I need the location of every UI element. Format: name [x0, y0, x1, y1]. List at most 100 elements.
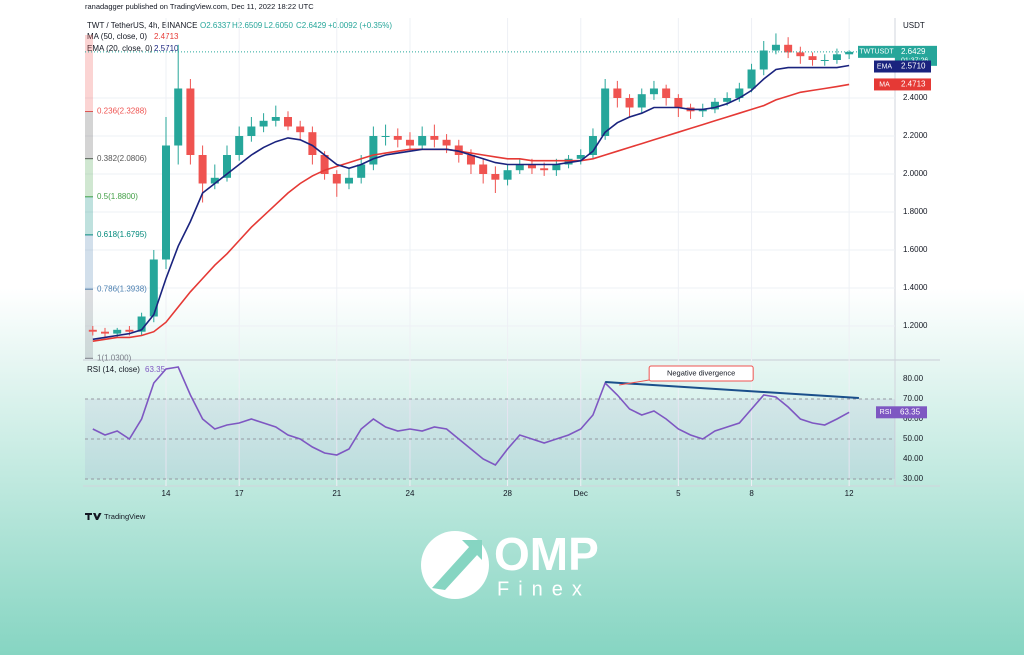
fib-band [85, 111, 93, 159]
rsi-tick-label: 60.00 [903, 414, 924, 423]
candle-body [576, 154, 585, 159]
candle-body [759, 50, 768, 70]
ohlc-change: +0.0092 (+0.35%) [328, 21, 392, 30]
x-tick-label: 8 [749, 489, 754, 498]
y-tick-label: 1.2000 [903, 321, 928, 330]
candle-body [296, 126, 305, 133]
candle-body [527, 164, 536, 169]
candle-body [174, 88, 183, 146]
publisher: ranadagger published on TradingView.com,… [85, 2, 314, 11]
rsi-value: 63.35 [145, 365, 166, 374]
candle-body [222, 154, 231, 178]
candle-body [515, 164, 524, 171]
candle-body [564, 158, 573, 165]
candle-body [698, 109, 707, 112]
rsi-tick-label: 80.00 [903, 374, 924, 383]
candle-body [466, 154, 475, 165]
last-price-name-box [858, 45, 895, 58]
candle-body [771, 44, 780, 51]
y-tick-label: 1.6000 [903, 245, 928, 254]
ohlc-open: O2.6337 [200, 21, 231, 30]
fib-label: 0.786(1.3938) [97, 284, 147, 293]
candle-body [637, 94, 646, 108]
legend-ema: EMA (20, close, 0) [87, 44, 153, 53]
fib-label: 1(1.0300) [97, 353, 132, 362]
candle-body [235, 135, 244, 155]
candle-body [796, 52, 805, 57]
currency: USDT [903, 21, 925, 30]
annotation-pointer [619, 379, 650, 386]
candle-body [430, 135, 439, 140]
fib-band [85, 158, 93, 197]
x-tick-label: 17 [235, 489, 244, 498]
annotation-text: Negative divergence [667, 368, 735, 377]
candle-body [101, 331, 110, 334]
x-tick-label: 24 [406, 489, 415, 498]
candle-body [393, 135, 402, 140]
fib-band [85, 35, 93, 112]
candle-body [552, 164, 561, 171]
candle-body [784, 44, 793, 53]
candle-body [149, 259, 158, 317]
candle-body [454, 145, 463, 155]
candle-body [369, 135, 378, 165]
fib-label: 0.382(2.0806) [97, 154, 147, 163]
y-tick-label: 2.0000 [903, 169, 928, 178]
tag-label: 2.4713 [901, 80, 926, 89]
omp-logo: OMP Finex [421, 528, 599, 600]
tag-box [895, 78, 931, 91]
tag-label: 2.5710 [901, 62, 926, 71]
candle-body [357, 164, 366, 178]
divergence-line [605, 381, 859, 399]
y-tick-label: 1.8000 [903, 207, 928, 216]
annotation-box [648, 365, 754, 382]
x-tick-label: 12 [845, 489, 854, 498]
tag-name: RSI [880, 409, 892, 416]
ohlc-low: L2.6050 [264, 21, 293, 30]
fib-label: 0.5(1.8800) [97, 192, 138, 201]
ohlc-close: C2.6429 [296, 21, 327, 30]
candle-body [625, 97, 634, 108]
candle-body [125, 329, 134, 332]
candle-body [479, 164, 488, 174]
y-tick-label: 2.4000 [903, 93, 928, 102]
candle-body [820, 59, 829, 61]
fib-band [85, 289, 93, 359]
rsi-tick-label: 30.00 [903, 474, 924, 483]
x-tick-label: 28 [503, 489, 512, 498]
candle-body [735, 88, 744, 98]
legend-ma-value: 2.4713 [154, 32, 179, 41]
candle-body [271, 116, 280, 121]
candle-body [113, 329, 122, 334]
legend-ema-value: 2.5710 [154, 44, 179, 53]
candle-body [247, 126, 256, 136]
candle-body [540, 168, 549, 171]
rsi-title: RSI (14, close) [87, 365, 140, 374]
fib-label: 0.236(2.3288) [97, 107, 147, 116]
tag-name-box [876, 406, 895, 419]
candle-body [601, 88, 610, 136]
candle-body [442, 139, 451, 146]
symbol: TWT / TetherUS, 4h, BINANCE [87, 21, 197, 30]
tradingview-brand: TradingView [85, 512, 146, 521]
candle-body [137, 316, 146, 332]
tag-label: 63.35 [900, 407, 921, 416]
candle-body [588, 135, 597, 155]
last-price-name: TWTUSDT [859, 49, 894, 56]
rsi-line [92, 366, 850, 467]
tag-name-box [874, 60, 895, 73]
indicator-line [92, 83, 850, 342]
candle-body [186, 88, 195, 155]
candle-body [405, 139, 414, 146]
tag-name: MA [879, 81, 890, 88]
rsi-tick-label: 50.00 [903, 434, 924, 443]
candle-body [491, 173, 500, 180]
tag-box [895, 406, 927, 419]
candle-body [381, 135, 390, 137]
logo-subtext: Finex [497, 578, 591, 600]
fib-band [85, 234, 93, 290]
x-tick-label: 14 [162, 489, 171, 498]
